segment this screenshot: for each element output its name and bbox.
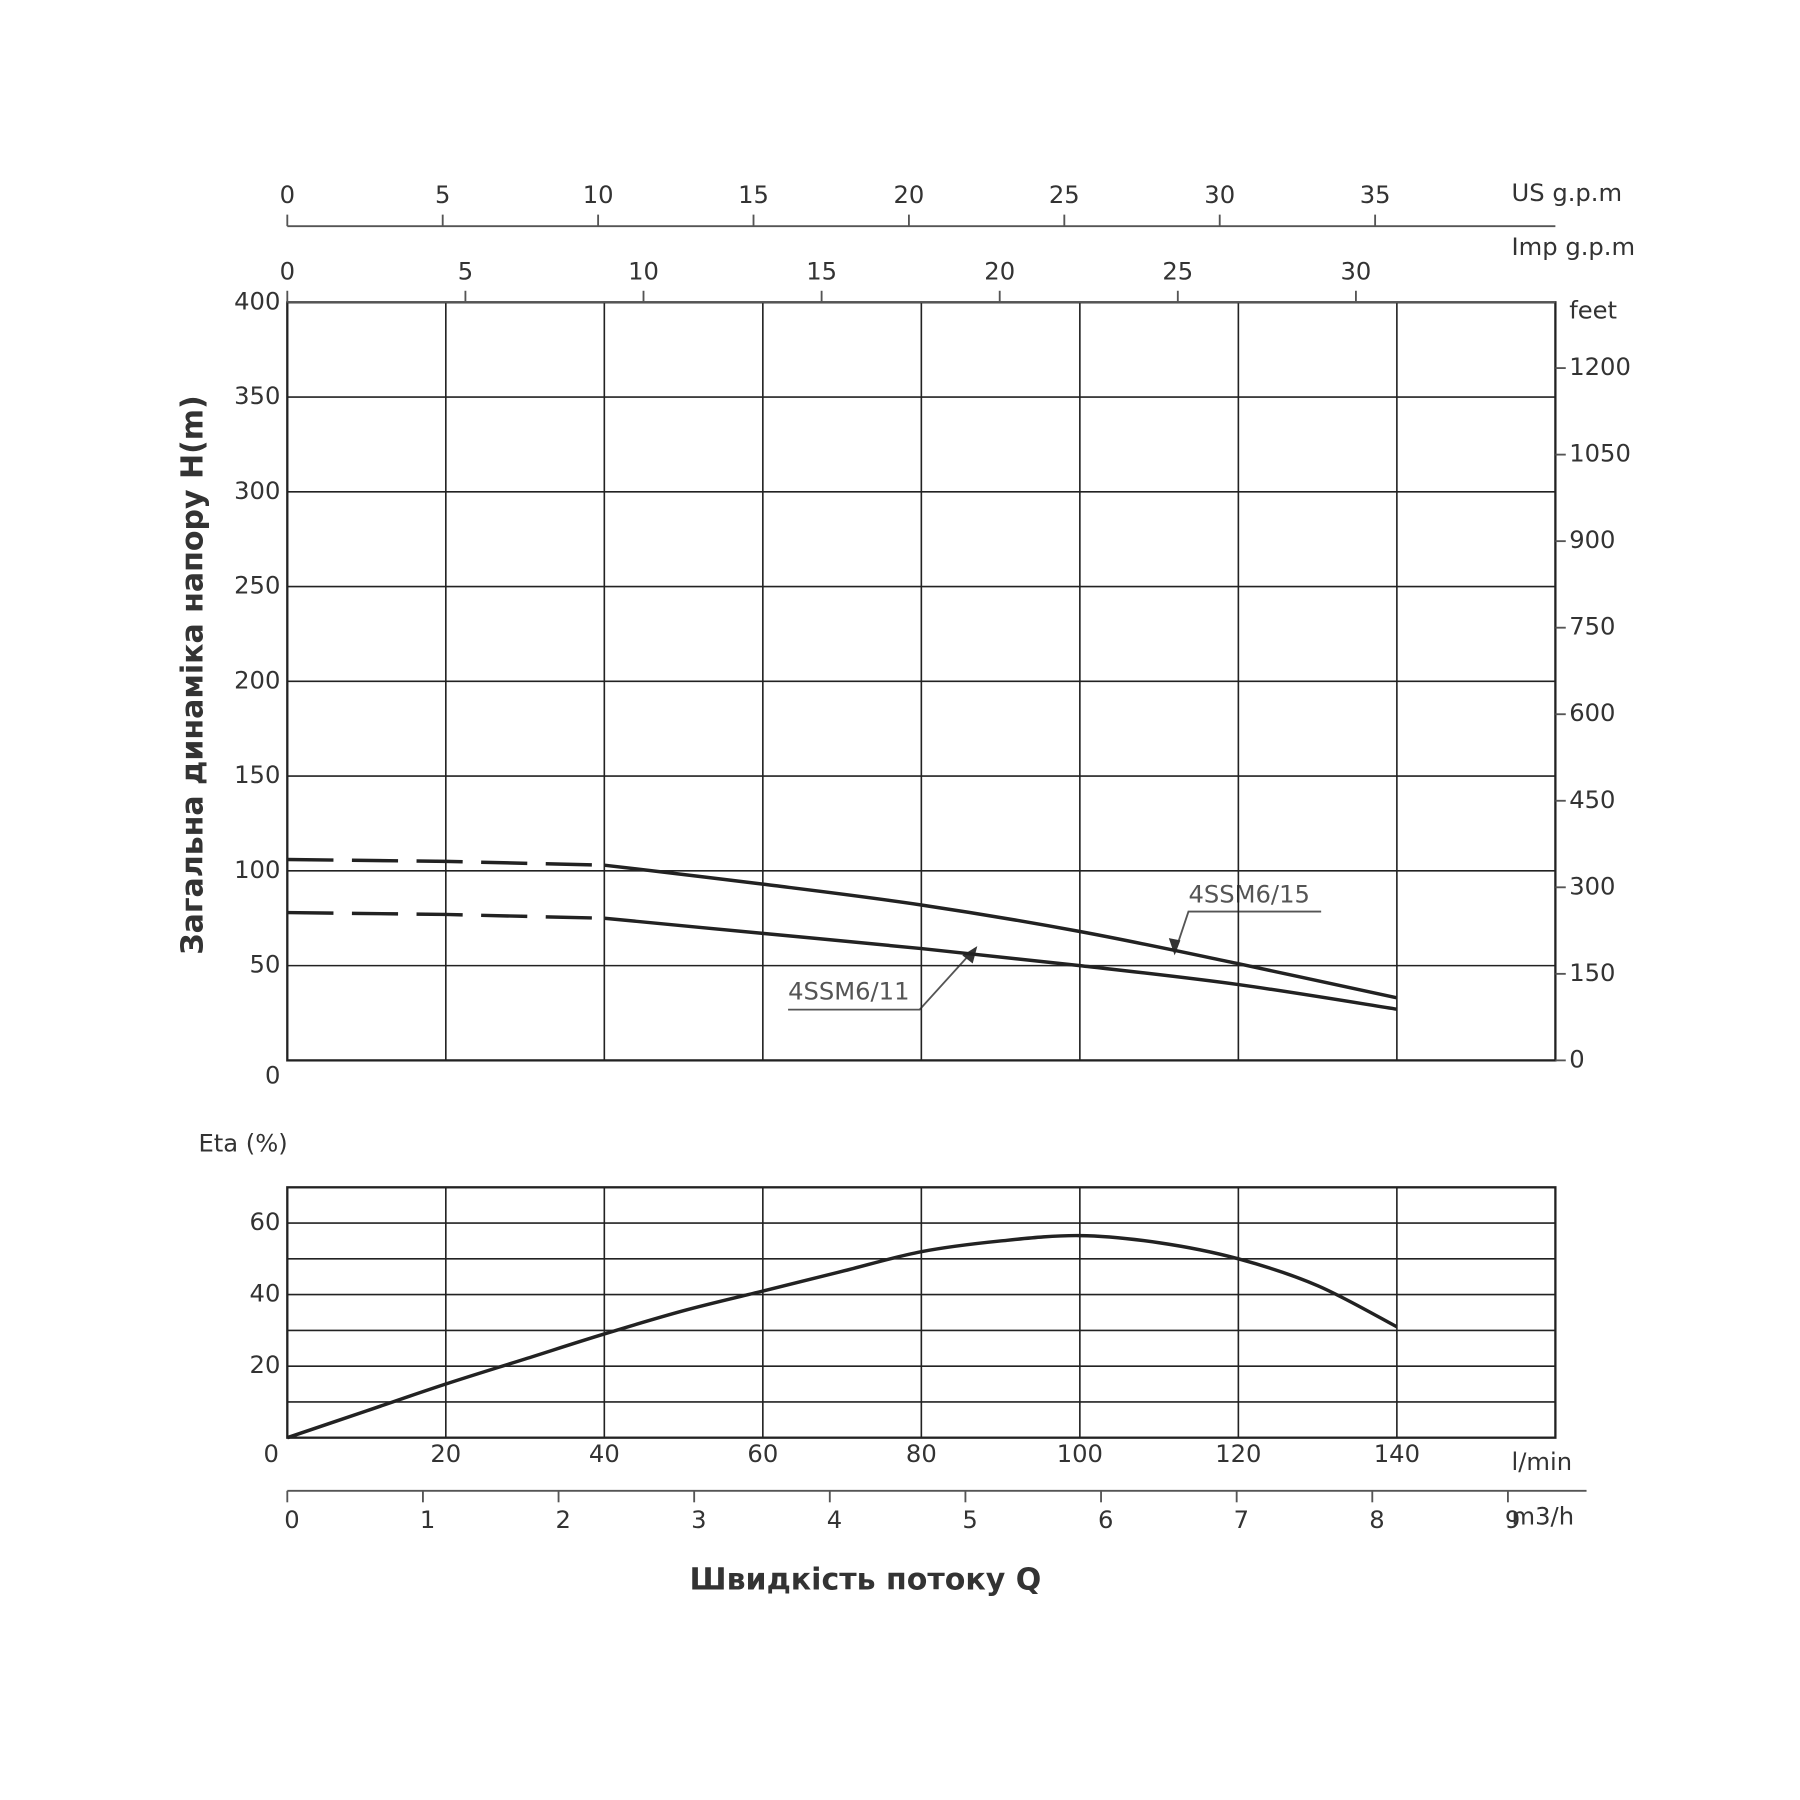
axis-tick-label: 20	[984, 257, 1015, 285]
data-line	[604, 916, 1398, 1011]
axis-tick-label: 25	[1049, 181, 1080, 209]
x-tick-label: 100	[1057, 1440, 1103, 1468]
y2-tick-label: 1050	[1569, 440, 1631, 468]
leader-line	[1173, 910, 1322, 954]
axis-unit: m3/h	[1512, 1502, 1575, 1530]
y-tick-label: 350	[234, 382, 280, 410]
axis-tick-label: 1	[420, 1506, 435, 1534]
y2-unit: feet	[1569, 297, 1617, 325]
y-axis-title: Загальна динаміка напору H(m)	[175, 395, 210, 954]
leader-line	[788, 947, 976, 1011]
axis-tick-label: 25	[1162, 257, 1193, 285]
data-line	[604, 863, 1398, 1000]
axis-tick-label: 15	[806, 257, 837, 285]
x-tick-label: 0	[263, 1440, 278, 1468]
y-tick-label: 60	[250, 1208, 281, 1236]
axis-tick-label: 9	[1505, 1506, 1520, 1534]
x-axis-title: Швидкість потоку Q	[690, 1562, 1042, 1597]
axis-tick-label: 20	[893, 181, 924, 209]
series-label: 4SSM6/11	[788, 977, 909, 1005]
axis-tick-label: 30	[1204, 181, 1235, 209]
axis-tick-label: 7	[1234, 1506, 1249, 1534]
x-unit: l/min	[1512, 1448, 1573, 1476]
x-tick-label: 80	[906, 1440, 937, 1468]
y-tick-label: 150	[234, 761, 280, 789]
axis-tick-label: 5	[458, 257, 473, 285]
x-tick-label: 140	[1374, 1440, 1420, 1468]
plot-frame	[286, 1186, 1557, 1439]
axis-tick-label: 15	[738, 181, 769, 209]
data-line	[287, 910, 605, 920]
y2-tick-label: 1200	[1569, 353, 1631, 381]
x-tick-label: 20	[430, 1440, 461, 1468]
y-tick-label: 300	[234, 477, 280, 505]
axis-tick-label: 10	[583, 181, 614, 209]
axis-unit: US g.p.m	[1512, 179, 1623, 207]
axis-tick-label: 0	[280, 257, 295, 285]
y2-tick-label: 900	[1569, 526, 1615, 554]
axis-tick-label: 5	[962, 1506, 977, 1534]
y2-tick-label: 150	[1569, 959, 1615, 987]
axis-unit: Imp g.p.m	[1512, 233, 1636, 261]
eta-label: Eta (%)	[198, 1130, 287, 1158]
y2-tick-label: 0	[1569, 1045, 1584, 1073]
arrowhead	[1168, 938, 1181, 956]
axis-tick-label: 0	[284, 1506, 299, 1534]
y-tick-label: 100	[234, 856, 280, 884]
y2-tick-label: 600	[1569, 699, 1615, 727]
y-tick-label: 40	[250, 1280, 281, 1308]
x-tick-label: 60	[747, 1440, 778, 1468]
y-tick-label: 20	[250, 1351, 281, 1379]
y2-tick-label: 450	[1569, 786, 1615, 814]
y-tick-label: 50	[250, 951, 281, 979]
data-line	[287, 857, 605, 867]
y2-tick-label: 300	[1569, 872, 1615, 900]
axis-tick-label: 8	[1369, 1506, 1384, 1534]
x-tick-label: 40	[589, 1440, 620, 1468]
axis-tick-label: 30	[1340, 257, 1371, 285]
x-tick-label: 120	[1215, 1440, 1261, 1468]
y-tick-label: 200	[234, 666, 280, 694]
series-label: 4SSM6/15	[1188, 880, 1309, 908]
axis-tick-label: 2	[555, 1506, 570, 1534]
axis-tick-label: 4	[827, 1506, 842, 1534]
y-tick-label: 400	[234, 287, 280, 315]
axis-tick-label: 35	[1360, 181, 1391, 209]
axis-tick-label: 6	[1098, 1506, 1113, 1534]
y2-tick-label: 750	[1569, 613, 1615, 641]
axis-tick-label: 10	[628, 257, 659, 285]
data-line	[286, 1233, 1398, 1440]
axis-tick-label: 3	[691, 1506, 706, 1534]
y-tick-label: 0	[265, 1062, 280, 1090]
axis-tick-label: 5	[435, 181, 450, 209]
axis-tick-label: 0	[280, 181, 295, 209]
y-tick-label: 250	[234, 572, 280, 600]
